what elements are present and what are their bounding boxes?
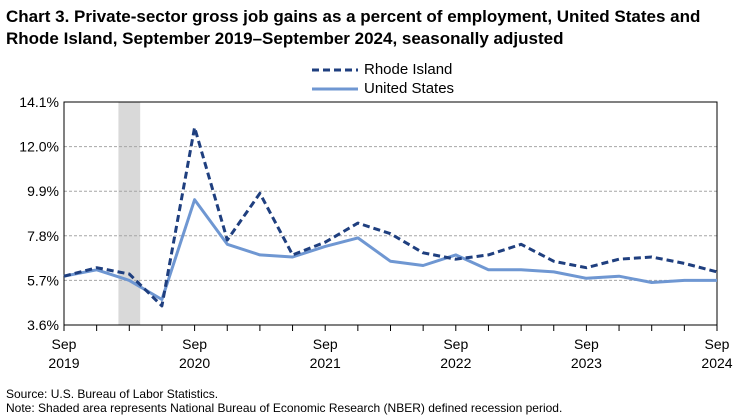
x-tick-label-year: 2024	[701, 355, 732, 371]
y-tick-label: 3.6%	[27, 317, 59, 333]
plot-frame	[63, 101, 718, 326]
legend-label-rhode-island: Rhode Island	[364, 61, 453, 78]
y-tick-label: 14.1%	[19, 94, 59, 110]
source-note: Source: U.S. Bureau of Labor Statistics.	[6, 387, 219, 401]
legend-swatch-dashed-icon	[312, 68, 358, 71]
y-tick-label: 9.9%	[27, 183, 59, 199]
x-tick-label-month: Sep	[313, 336, 338, 352]
y-tick-label: 5.7%	[27, 272, 59, 288]
chart-title: Chart 3. Private-sector gross job gains …	[6, 7, 701, 48]
x-tick-label-month: Sep	[705, 336, 730, 352]
x-tick-label-month: Sep	[574, 336, 599, 352]
legend: Rhode Island United States	[312, 60, 454, 98]
legend-label-united-states: United States	[364, 80, 455, 97]
y-tick-label: 12.0%	[19, 139, 59, 155]
x-tick-label-month: Sep	[182, 336, 207, 352]
x-tick-label-month: Sep	[52, 336, 77, 352]
legend-item-rhode-island: Rhode Island	[312, 60, 454, 79]
legend-swatch-solid-icon	[312, 87, 358, 90]
y-tick-label: 7.8%	[27, 228, 59, 244]
recession-shading	[118, 102, 141, 325]
x-tick-label-year: 2020	[179, 355, 210, 371]
legend-item-united-states: United States	[312, 79, 454, 98]
x-tick-label-month: Sep	[443, 336, 468, 352]
line-chart: 3.6% 5.7% 7.8% 9.9% 12.0% 14.1% Sep 2019 Sep 2020…	[19, 94, 732, 371]
series-line-rhode-island	[63, 126, 718, 308]
x-tick-label-year: 2022	[440, 355, 471, 371]
x-tick-label-year: 2023	[571, 355, 602, 371]
recession-note: Note: Shaded area represents National Bu…	[6, 401, 563, 415]
x-tick-label-year: 2021	[310, 355, 341, 371]
x-tick-label-year: 2019	[48, 355, 79, 371]
series-line-united-states	[63, 198, 717, 301]
